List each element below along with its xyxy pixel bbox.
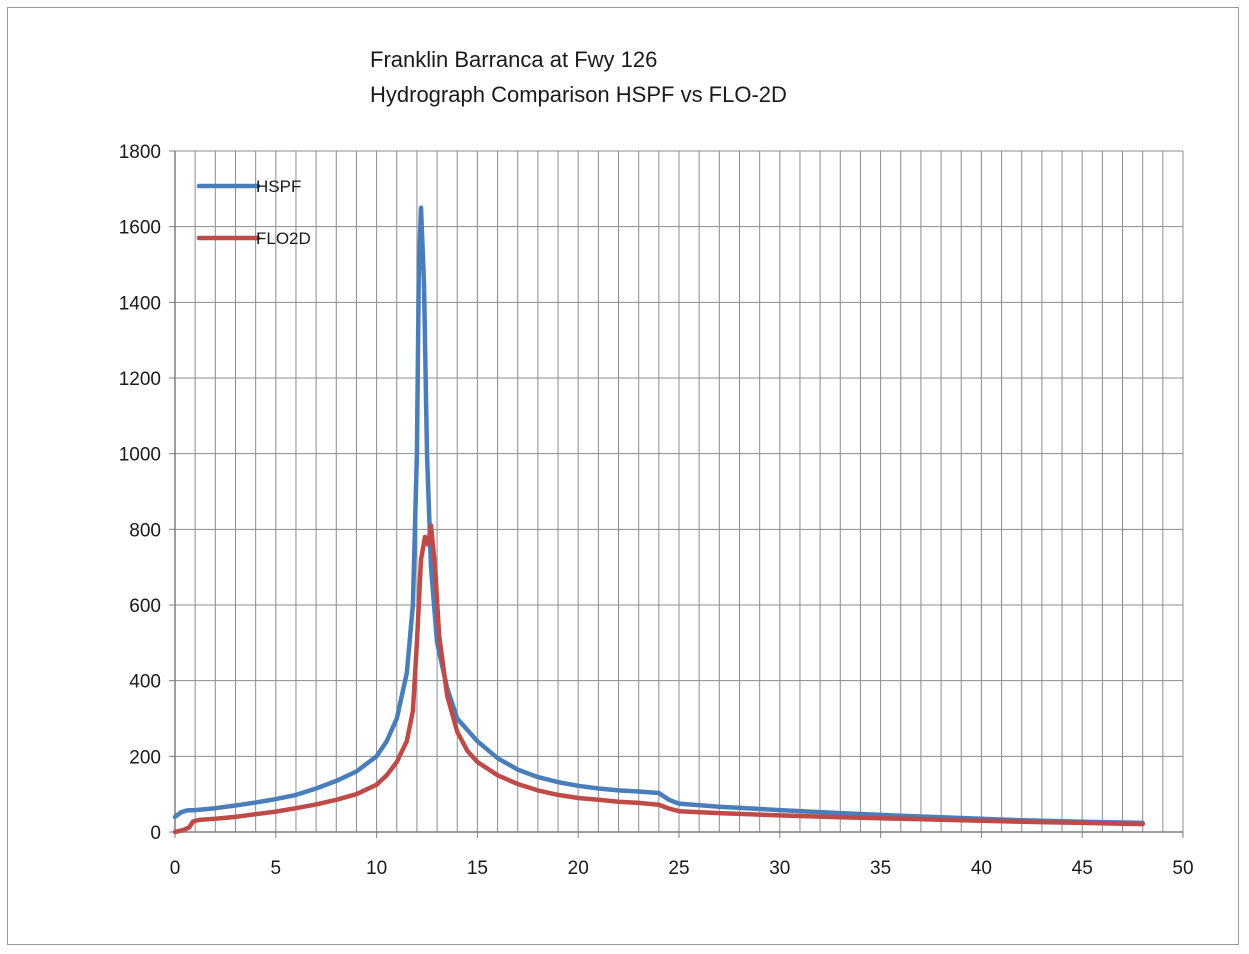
y-tick-label: 1200 <box>119 369 161 390</box>
y-tick-labels: 0 200 400 600 800 1000 1200 1400 1600 1800 <box>119 142 161 844</box>
grid <box>174 150 1184 833</box>
x-tick-labels: 0 5 10 15 20 25 30 35 40 45 50 <box>170 858 1194 879</box>
series-line-hspf <box>172 205 1145 826</box>
series-line-flo2d <box>172 523 1145 835</box>
x-tick-label: 25 <box>668 858 689 879</box>
y-tick-label: 1800 <box>119 142 161 163</box>
series-lines <box>172 205 1145 835</box>
legend-label-hspf: HSPF <box>256 177 301 196</box>
x-tick-label: 15 <box>467 858 488 879</box>
chart-title-line-1: Franklin Barranca at Fwy 126 <box>370 47 657 72</box>
y-tick-label: 0 <box>150 823 161 844</box>
legend: HSPF FLO2D <box>196 177 311 248</box>
axes <box>169 150 1184 838</box>
y-tick-label: 1400 <box>119 293 161 314</box>
x-tick-label: 40 <box>971 858 992 879</box>
chart-title: Franklin Barranca at Fwy 126 Hydrograph … <box>370 47 787 107</box>
chart-title-line-2: Hydrograph Comparison HSPF vs FLO-2D <box>370 82 787 107</box>
x-tick-label: 45 <box>1072 858 1093 879</box>
y-tick-label: 400 <box>129 672 161 693</box>
x-tick-label: 50 <box>1172 858 1193 879</box>
x-tick-label: 35 <box>870 858 891 879</box>
legend-label-flo2d: FLO2D <box>256 229 311 248</box>
hydrograph-chart: Franklin Barranca at Fwy 126 Hydrograph … <box>119 47 1194 879</box>
y-tick-label: 200 <box>129 747 161 768</box>
x-tick-label: 30 <box>769 858 790 879</box>
x-tick-label: 20 <box>568 858 589 879</box>
chart-frame: Franklin Barranca at Fwy 126 Hydrograph … <box>7 7 1239 945</box>
x-tick-label: 10 <box>366 858 387 879</box>
x-tick-label: 5 <box>271 858 282 879</box>
y-tick-label: 600 <box>129 596 161 617</box>
x-tick-label: 0 <box>170 858 181 879</box>
y-tick-label: 800 <box>129 520 161 541</box>
y-tick-label: 1000 <box>119 445 161 466</box>
y-tick-label: 1600 <box>119 218 161 239</box>
